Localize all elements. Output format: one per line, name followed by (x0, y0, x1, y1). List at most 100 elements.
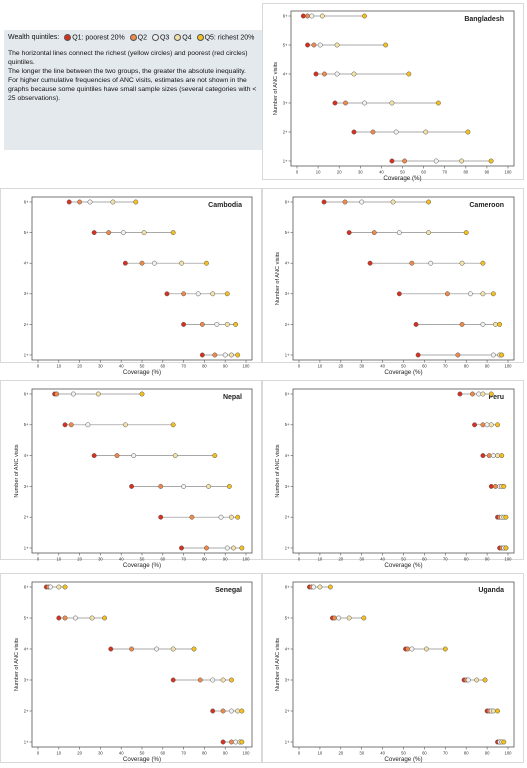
point-q1 (346, 230, 352, 236)
point-q1 (300, 13, 306, 19)
point-q1 (220, 739, 226, 745)
legend-item-q5: Q5: richest 20% (196, 34, 255, 42)
legend-item-q1: Q1: poorest 20% (64, 34, 125, 41)
point-q4 (480, 291, 486, 297)
y-tick-label: 1+ (24, 545, 29, 550)
point-q3 (336, 615, 342, 621)
y-tick-label: 5+ (285, 615, 290, 620)
y-tick-label: 2+ (285, 515, 290, 520)
point-q1 (181, 321, 187, 327)
x-tick-label: 20 (77, 364, 82, 369)
legend-marker-q2 (129, 34, 137, 41)
y-tick-label: 6+ (24, 584, 29, 589)
point-q1 (351, 129, 357, 135)
point-q2 (189, 514, 195, 520)
point-q4 (493, 321, 498, 327)
y-tick-label: 5+ (24, 615, 29, 620)
x-tick-label: 70 (181, 364, 186, 369)
legend-box (4, 30, 264, 150)
x-tick-label: 20 (338, 557, 343, 562)
panel-frame (0, 188, 262, 363)
point-q1 (305, 42, 310, 48)
point-q3 (317, 42, 323, 48)
point-q5 (139, 391, 145, 397)
y-tick-label: 1+ (24, 739, 29, 744)
point-q2 (486, 453, 492, 459)
y-tick-label: 4+ (285, 646, 290, 651)
point-q2 (181, 291, 187, 297)
y-tick-label: 3+ (24, 291, 29, 296)
point-q5 (224, 291, 230, 297)
point-q1 (170, 677, 176, 683)
point-q1 (332, 100, 338, 106)
point-q2 (371, 230, 377, 236)
point-q3 (467, 291, 473, 297)
point-q2 (129, 646, 135, 652)
chart-title: Uganda (478, 587, 504, 594)
x-tick-label: 80 (202, 751, 207, 756)
point-q1 (313, 71, 319, 77)
point-q3 (490, 352, 496, 358)
legend-label-q2: Q2 (137, 34, 148, 42)
chart-panel-cameroon: 0 10 20 30 40 50 60 70 80 90 100 1+ 2+ 3+ 4+ 5+ 6+ Covera… (262, 188, 524, 376)
point-q5 (488, 158, 494, 164)
x-axis-label: Coverage (%) (384, 756, 422, 763)
y-tick-label: 4+ (24, 261, 29, 266)
point-q3 (131, 453, 137, 459)
point-q1 (367, 260, 373, 266)
x-tick-label: 40 (380, 557, 385, 562)
point-q3 (224, 545, 230, 551)
x-tick-label: 100 (243, 751, 251, 756)
legend-label-q4: Q4 (182, 34, 192, 42)
y-tick-label: 6+ (285, 199, 290, 204)
point-q5 (235, 514, 241, 520)
point-q5 (501, 483, 507, 489)
point-q4 (228, 514, 234, 520)
x-tick-label: 40 (379, 170, 384, 175)
y-tick-label: 5+ (24, 230, 29, 235)
point-q4 (206, 483, 212, 489)
y-tick-label: 6+ (283, 13, 288, 18)
point-q5 (499, 453, 505, 459)
y-tick-label: 6+ (24, 199, 29, 204)
legend-marker-q5 (196, 34, 204, 41)
point-q4 (220, 677, 226, 683)
point-q1 (389, 158, 395, 164)
chart-panel-nepal: 0 10 20 30 40 50 60 70 80 90 100 1+ 2+ 3+ 4+ 5+ 6+ Covera… (0, 380, 262, 569)
x-tick-label: 40 (119, 751, 124, 756)
point-q2 (62, 615, 68, 621)
x-tick-label: 80 (464, 364, 469, 369)
point-q2 (197, 677, 203, 683)
panel-frame (0, 380, 262, 560)
chart-title: Cameroon (469, 202, 504, 209)
legend-label-q5: Q5: richest 20% (204, 34, 255, 42)
point-q4 (172, 453, 178, 459)
point-q5 (480, 260, 486, 266)
x-tick-label: 20 (338, 751, 343, 756)
point-q1 (56, 615, 62, 621)
point-q4 (390, 199, 396, 205)
y-tick-label: 2+ (285, 708, 290, 713)
point-q4 (495, 453, 500, 459)
x-tick-label: 50 (401, 557, 406, 562)
point-q1 (158, 514, 164, 520)
point-q1 (457, 391, 463, 397)
x-tick-label: 20 (338, 364, 343, 369)
point-q2 (493, 483, 498, 489)
point-q5 (62, 584, 68, 590)
x-tick-label: 90 (485, 557, 490, 562)
y-tick-label: 5+ (283, 42, 288, 47)
point-q1 (66, 199, 72, 205)
point-q1 (62, 422, 68, 428)
x-tick-label: 50 (400, 170, 405, 175)
y-tick-label: 2+ (283, 129, 288, 134)
point-q4 (459, 260, 465, 266)
point-q2 (204, 545, 209, 551)
panel-frame (262, 188, 524, 363)
x-tick-label: 60 (160, 364, 165, 369)
x-tick-label: 40 (119, 364, 124, 369)
chart-title: Senegal (215, 587, 242, 594)
point-q1 (480, 453, 486, 459)
y-tick-label: 1+ (283, 158, 288, 163)
y-tick-label: 5+ (285, 422, 290, 427)
